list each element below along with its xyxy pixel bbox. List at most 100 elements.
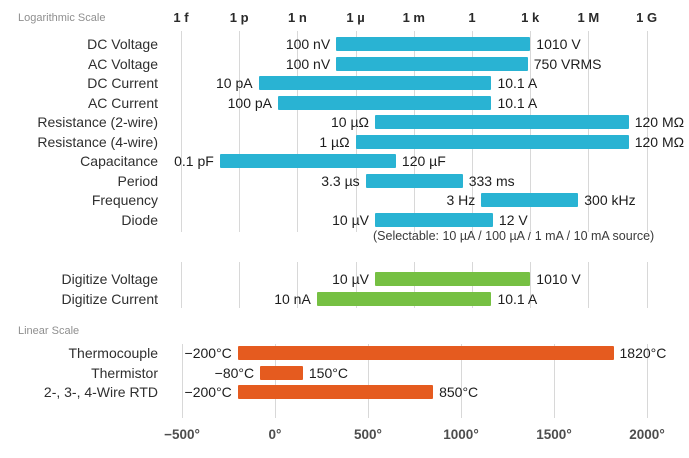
bar-min-label: 100 nV	[285, 36, 331, 52]
row-label: Capacitance	[80, 153, 158, 169]
bar-min-label: 10 pA	[216, 75, 253, 91]
linear-axis-tick-label: −500°	[164, 427, 200, 442]
linear-axis-tick-label: 1500°	[536, 427, 572, 442]
log-axis-tick-label: 1 G	[636, 10, 658, 25]
row-label: Frequency	[91, 192, 158, 208]
bar-min-label: −80°C	[214, 364, 255, 381]
row-label: Diode	[121, 211, 158, 228]
log-gridline	[181, 262, 182, 308]
bar-min-label: 100 pA	[227, 94, 272, 111]
bar-max-label: 120 MΩ	[634, 133, 685, 150]
bar-min-label: 10 µV	[332, 211, 369, 228]
row-label: DC Voltage	[87, 36, 158, 52]
linear-gridline	[461, 344, 462, 418]
log-gridline	[530, 31, 532, 232]
log-gridline	[297, 262, 299, 308]
bar-max-label: 1010 V	[536, 36, 581, 52]
bar-min-label: 1 µΩ	[319, 133, 350, 150]
range-bar	[336, 56, 528, 71]
bar-max-label: 10.1 A	[497, 290, 538, 307]
row-label: Digitize Current	[61, 290, 158, 307]
range-bar	[219, 154, 396, 168]
linear-gridline	[368, 344, 369, 418]
range-bar	[237, 385, 434, 399]
range-bar	[365, 173, 463, 188]
bar-min-label: 10 µV	[332, 271, 369, 287]
bar-max-label: 1820°C	[619, 345, 667, 361]
linear-gridline	[647, 344, 648, 418]
linear-gridline	[275, 344, 276, 418]
range-bar	[375, 272, 531, 286]
bar-min-label: −200°C	[184, 384, 232, 400]
diode-source-note: (Selectable: 10 µA / 100 µA / 1 mA / 10 …	[373, 229, 655, 243]
bar-min-label: 3.3 µs	[321, 172, 360, 189]
log-gridline	[588, 262, 590, 308]
log-axis-tick-label: 1 p	[229, 10, 249, 25]
range-bar	[481, 193, 579, 207]
bar-min-label: 3 Hz	[446, 192, 476, 208]
range-bar	[258, 76, 492, 90]
bar-max-label: 1010 V	[536, 271, 581, 287]
bar-max-label: 12 V	[498, 211, 528, 228]
bar-max-label: 120 µF	[401, 153, 446, 169]
row-label: Thermocouple	[68, 345, 159, 361]
bar-max-label: 10.1 A	[497, 75, 538, 91]
row-label: 2-, 3-, 4-Wire RTD	[43, 384, 158, 400]
row-label: Thermistor	[91, 364, 158, 381]
log-axis-tick-label: 1 k	[521, 10, 540, 25]
row-label: Period	[117, 172, 158, 189]
log-axis-tick-label: 1 n	[287, 10, 307, 25]
linear-gridline	[182, 344, 183, 418]
log-gridline	[181, 31, 182, 232]
range-bar	[237, 346, 614, 360]
row-label: Resistance (4-wire)	[37, 133, 158, 150]
linear-scale-section-label: Linear Scale	[18, 325, 80, 337]
row-label: Resistance (2-wire)	[37, 114, 158, 130]
bar-max-label: 120 MΩ	[634, 114, 685, 130]
bar-min-label: 10 µΩ	[331, 114, 369, 130]
bar-max-label: 150°C	[308, 364, 348, 381]
linear-axis-tick-label: 0°	[268, 427, 282, 442]
bar-max-label: 10.1 A	[497, 94, 538, 111]
bar-min-label: 10 nA	[274, 290, 311, 307]
log-gridline	[239, 262, 241, 308]
bar-max-label: 333 ms	[468, 172, 515, 189]
row-label: Digitize Voltage	[61, 271, 158, 287]
range-bar	[278, 95, 492, 110]
range-bar	[355, 134, 629, 149]
row-label: DC Current	[87, 75, 158, 91]
linear-axis-tick-label: 500°	[354, 427, 382, 442]
row-label: AC Voltage	[87, 55, 158, 72]
log-gridline	[646, 262, 648, 308]
log-gridline	[355, 31, 357, 232]
range-bar	[316, 291, 492, 306]
log-axis-tick-label: 1	[468, 10, 476, 25]
bar-max-label: 750 VRMS	[533, 55, 602, 72]
log-gridline	[413, 31, 415, 232]
log-scale-section-label: Logarithmic Scale	[18, 12, 106, 24]
log-axis-tick-label: 1 µ	[346, 10, 365, 25]
bar-min-label: 0.1 pF	[174, 153, 214, 169]
row-label: AC Current	[87, 94, 158, 111]
log-axis-tick-label: 1 f	[173, 10, 189, 25]
range-bar	[375, 115, 629, 129]
log-gridline	[646, 31, 648, 232]
range-bar	[336, 37, 531, 51]
linear-axis-tick-label: 1000°	[443, 427, 479, 442]
log-gridline	[239, 31, 241, 232]
log-gridline	[588, 31, 590, 232]
log-gridline	[355, 262, 357, 308]
linear-gridline	[554, 344, 555, 418]
log-axis-tick-label: 1 M	[577, 10, 600, 25]
bar-max-label: 300 kHz	[584, 192, 636, 208]
bar-max-label: 850°C	[439, 384, 479, 400]
bar-min-label: −200°C	[184, 345, 232, 361]
log-axis-tick-label: 1 m	[402, 10, 425, 25]
linear-axis-tick-label: 2000°	[629, 427, 665, 442]
range-bar	[375, 212, 493, 227]
bar-min-label: 100 nV	[285, 55, 331, 72]
range-bar	[260, 365, 303, 380]
log-gridline	[472, 31, 473, 232]
log-gridline	[297, 31, 299, 232]
